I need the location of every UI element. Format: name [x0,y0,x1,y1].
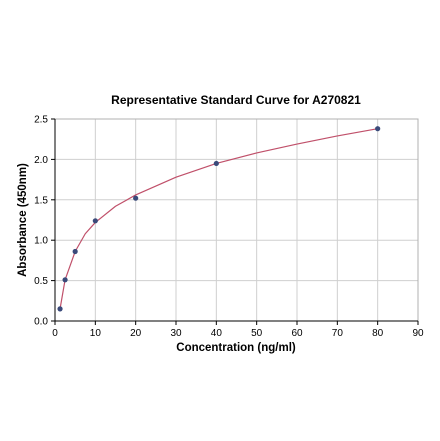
grid [54,118,419,322]
data-point [213,160,219,167]
y-axis-label: Absorbance (450nm) [17,163,29,277]
x-tick-label: 40 [211,328,223,339]
data-point [72,248,78,255]
data-points [57,126,381,312]
x-tick-label: 80 [372,328,384,339]
x-tick-label: 30 [170,328,182,339]
x-tick-label: 10 [90,328,102,339]
data-point [92,218,98,224]
data-point [62,277,68,283]
x-tick-label: 70 [332,328,344,339]
x-tick-label: 60 [291,328,303,339]
x-tick-label: 50 [251,328,263,339]
y-tick-label: 1.5 [34,195,48,206]
axes [51,118,419,325]
tick-labels: 0 10 20 30 40 50 60 70 80 90 0.0 0.5 1.0 1.5 2.0 2.5 [34,115,424,340]
data-point [133,195,139,201]
data-point [57,306,63,312]
y-tick-label: 0.5 [34,276,48,287]
x-tick-label: 90 [412,328,424,339]
y-tick-label: 2.5 [34,115,48,126]
x-tick-label: 20 [130,328,142,339]
plot-frame [54,118,419,322]
x-axis-label: Concentration (ng/ml) [176,342,296,354]
chart-title: Representative Standard Curve for A27082… [111,93,361,107]
y-tick-label: 0.0 [34,317,48,328]
fit-curve [59,128,378,309]
y-tick-label: 1.0 [34,236,48,247]
fit-curve-layer [59,128,378,309]
data-point [375,126,381,132]
x-tick-label: 0 [52,328,58,339]
y-tick-label: 2.0 [34,155,48,166]
